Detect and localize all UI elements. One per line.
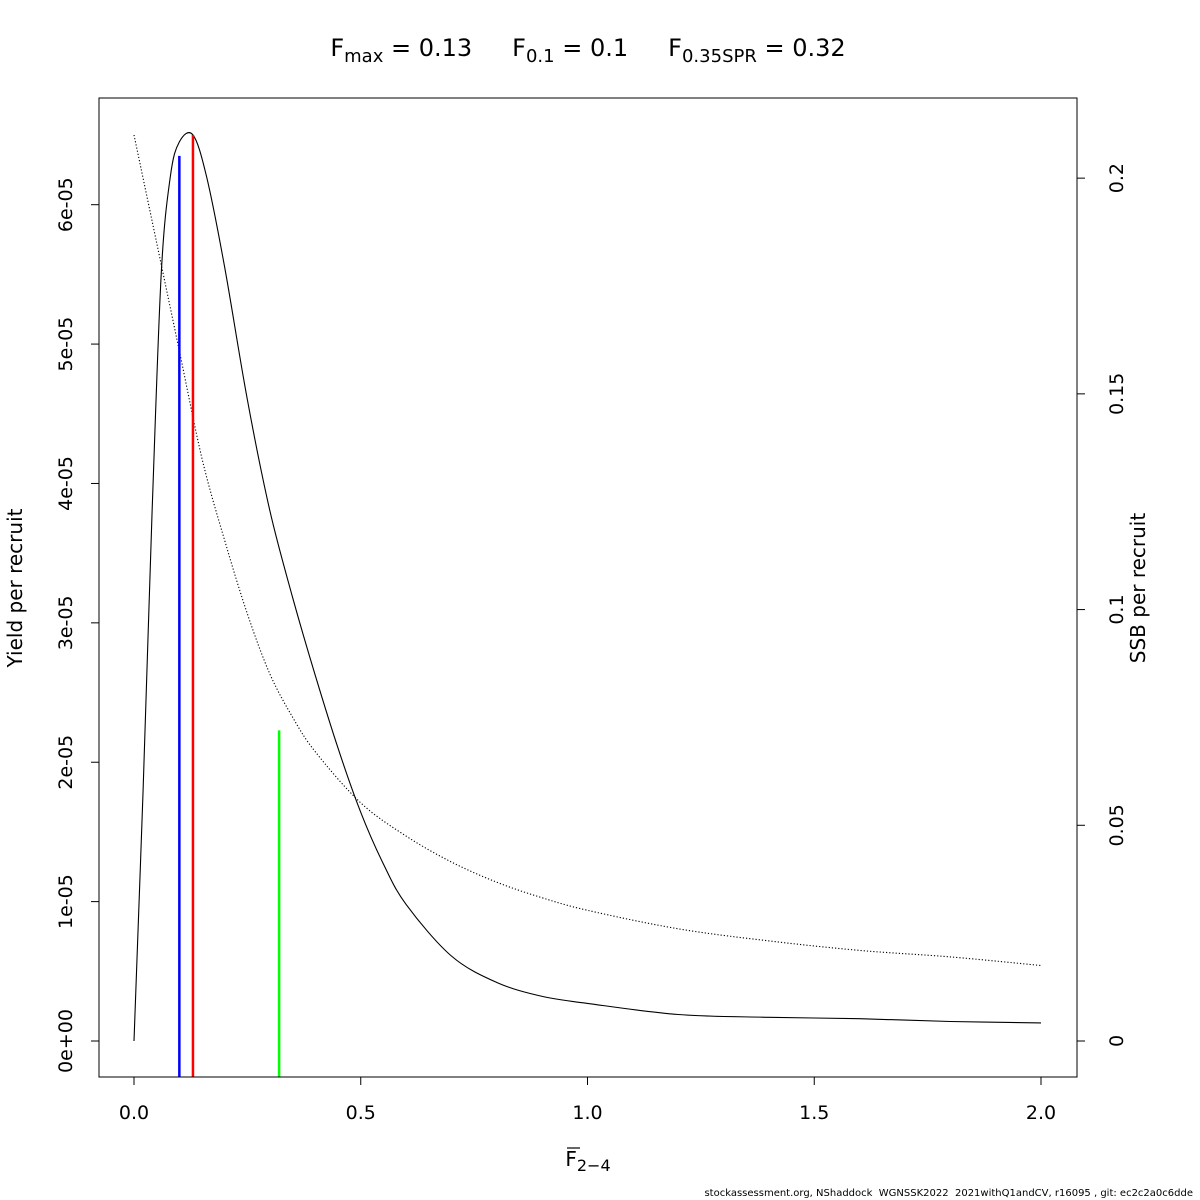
title-part-1-sub: 0.1 [526, 46, 555, 67]
title-text: Fmax = 0.13 F0.1 = 0.1 F0.35SPR = 0.32 [330, 34, 845, 67]
title-part-2-sub: 0.35SPR [682, 46, 757, 67]
y-left-tick-label: 0e+00 [55, 1009, 77, 1073]
y-left-tick-label: 2e-05 [55, 735, 77, 790]
y-axis-right-label: SSB per recruit [1126, 513, 1150, 664]
yield-per-recruit-line [133, 132, 1042, 1042]
ssb-per-recruit-line [133, 134, 1042, 967]
title-part-0-base: F [330, 34, 344, 62]
chart-title: Fmax = 0.13 F0.1 = 0.1 F0.35SPR = 0.32 [330, 34, 845, 67]
y-right-tick-label: 0 [1106, 1035, 1128, 1047]
title-part-2-value: = 0.32 [757, 34, 846, 62]
y-left-tick-label: 4e-05 [55, 456, 77, 511]
x-axis-label-sub: 2−4 [577, 1156, 611, 1175]
title-part-0-value: = 0.13 [383, 34, 472, 62]
y-left-tick-label: 1e-05 [55, 874, 77, 929]
plot-frame [98, 97, 1078, 1078]
y-axis-right: 0 0.05 0.1 0.15 0.2 [1076, 163, 1128, 1047]
title-part-1-value: = 0.1 [555, 34, 629, 62]
title-part-2-base: F [668, 34, 682, 62]
title-part-0-sub: max [344, 46, 384, 67]
x-tick-label: 1.0 [572, 1102, 602, 1124]
x-tick-label: 0.5 [346, 1102, 376, 1124]
y-right-tick-label: 0.2 [1106, 163, 1128, 193]
x-axis-label: F2−4 [565, 1147, 610, 1175]
footer-credit: stockassessment.org, NShaddock WGNSSK202… [704, 1188, 1193, 1199]
y-right-tick-label: 0.05 [1106, 804, 1128, 846]
series-group [133, 132, 1042, 1042]
y-left-tick-label: 5e-05 [55, 317, 77, 372]
x-tick-label: 1.5 [799, 1102, 829, 1124]
y-axis-left: 0e+00 1e-05 2e-05 3e-05 4e-05 5e-05 6e-05 [55, 177, 100, 1073]
y-left-tick-label: 3e-05 [55, 595, 77, 650]
x-tick-label: 0.0 [119, 1102, 149, 1124]
y-right-tick-label: 0.15 [1106, 373, 1128, 415]
reference-lines [178, 135, 281, 1077]
y-left-tick-label: 6e-05 [55, 177, 77, 232]
x-axis-label-text: F2−4 [565, 1147, 610, 1175]
title-part-1-base: F [512, 34, 526, 62]
y-right-tick-label: 0.1 [1106, 594, 1128, 624]
x-axis-label-base: F [565, 1147, 577, 1171]
y-axis-left-label: Yield per recruit [3, 508, 27, 668]
x-axis: 0.0 0.5 1.0 1.5 2.0 [119, 1076, 1056, 1124]
x-tick-label: 2.0 [1026, 1102, 1056, 1124]
